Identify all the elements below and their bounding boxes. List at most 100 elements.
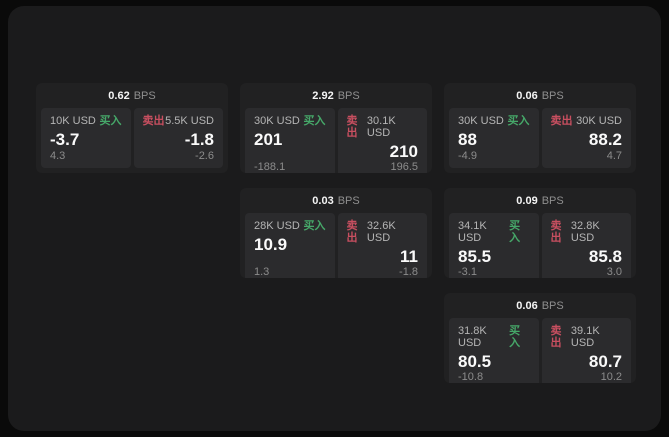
- spread-value: 0.06: [516, 89, 538, 102]
- buy-tile-top: 30K USD 买入: [458, 115, 530, 127]
- buy-label: 买入: [303, 115, 326, 127]
- buy-amount: 28K USD: [254, 220, 300, 232]
- buy-tile[interactable]: 30K USD 买入 201 -188.1: [245, 108, 335, 173]
- buy-amount: 30K USD: [458, 115, 504, 127]
- buy-amount: 10K USD: [50, 115, 96, 127]
- quote-card: 0.03 BPS 28K USD 买入 10.9 1.3 卖出 32.6K US…: [240, 188, 432, 278]
- sell-tile-top: 卖出 32.6K USD: [347, 220, 419, 244]
- sell-tile-top: 卖出 30.1K USD: [347, 115, 419, 139]
- buy-change: -188.1: [254, 161, 286, 173]
- quote-body: 31.8K USD 买入 80.5 -10.8 卖出 39.1K USD 80.…: [444, 315, 636, 383]
- buy-tile-top: 31.8K USD 买入: [458, 325, 530, 349]
- sell-tile[interactable]: 卖出 32.8K USD 85.8 3.0: [541, 213, 631, 278]
- spread-header: 0.62 BPS: [36, 83, 228, 105]
- sell-label: 卖出: [550, 115, 573, 127]
- buy-label: 买入: [509, 220, 521, 244]
- buy-tile-top: 30K USD 买入: [254, 115, 326, 127]
- quote-card: 2.92 BPS 30K USD 买入 201 -188.1 卖出 30.1K …: [240, 83, 432, 173]
- buy-label: 买入: [303, 220, 326, 232]
- sell-label: 卖出: [142, 115, 165, 127]
- buy-label: 买入: [507, 115, 530, 127]
- sell-amount: 30K USD: [576, 115, 622, 127]
- spread-unit: BPS: [337, 89, 360, 102]
- sell-change: 196.5: [390, 161, 418, 173]
- sell-price: 80.7: [588, 352, 622, 371]
- buy-tile[interactable]: 30K USD 买入 88 -4.9: [449, 108, 539, 168]
- main-panel: 0.62 BPS 10K USD 买入 -3.7 4.3 卖出 5.5K USD: [8, 6, 661, 431]
- spread-value: 0.62: [108, 89, 130, 102]
- sell-amount: 5.5K USD: [165, 115, 214, 127]
- buy-amount: 30K USD: [254, 115, 300, 127]
- spread-header: 0.06 BPS: [444, 83, 636, 105]
- buy-tile-top: 34.1K USD 买入: [458, 220, 530, 244]
- quote-body: 30K USD 买入 88 -4.9 卖出 30K USD 88.2 4.7: [444, 105, 636, 173]
- spread-unit: BPS: [541, 89, 564, 102]
- sell-change: 10.2: [600, 371, 622, 383]
- sell-price: 11: [400, 247, 418, 266]
- buy-price: 10.9: [254, 235, 288, 254]
- sell-label: 卖出: [550, 325, 562, 349]
- sell-change: -2.6: [195, 150, 214, 162]
- buy-tile[interactable]: 10K USD 买入 -3.7 4.3: [41, 108, 131, 168]
- buy-change: 1.3: [254, 266, 270, 278]
- quote-body: 28K USD 买入 10.9 1.3 卖出 32.6K USD 11 -1.8: [240, 210, 432, 278]
- quote-body: 30K USD 买入 201 -188.1 卖出 30.1K USD 210 1…: [240, 105, 432, 173]
- spread-header: 0.09 BPS: [444, 188, 636, 210]
- buy-price: 201: [254, 130, 283, 149]
- sell-price: 85.8: [588, 247, 622, 266]
- sell-price: -1.8: [184, 130, 214, 149]
- sell-price: 210: [389, 142, 418, 161]
- sell-amount: 30.1K USD: [366, 115, 396, 139]
- buy-amount: 34.1K USD: [458, 220, 487, 244]
- spread-value: 0.03: [312, 194, 334, 207]
- spread-unit: BPS: [541, 299, 564, 312]
- buy-amount: 31.8K USD: [458, 325, 487, 349]
- buy-tile[interactable]: 34.1K USD 买入 85.5 -3.1: [449, 213, 539, 278]
- buy-change: 4.3: [50, 150, 66, 162]
- quote-body: 34.1K USD 买入 85.5 -3.1 卖出 32.8K USD 85.8…: [444, 210, 636, 278]
- quote-card: 0.06 BPS 31.8K USD 买入 80.5 -10.8 卖出 39.1…: [444, 293, 636, 383]
- buy-change: -4.9: [458, 150, 477, 162]
- sell-change: 3.0: [606, 266, 622, 278]
- buy-change: -3.1: [458, 266, 477, 278]
- buy-tile[interactable]: 31.8K USD 买入 80.5 -10.8: [449, 318, 539, 383]
- buy-tile[interactable]: 28K USD 买入 10.9 1.3: [245, 213, 335, 278]
- sell-amount: 32.6K USD: [366, 220, 396, 244]
- buy-label: 买入: [99, 115, 122, 127]
- quote-body: 10K USD 买入 -3.7 4.3 卖出 5.5K USD -1.8 -2.…: [36, 105, 228, 173]
- sell-tile[interactable]: 卖出 30.1K USD 210 196.5: [337, 108, 427, 173]
- buy-price: 85.5: [458, 247, 492, 266]
- buy-price: -3.7: [50, 130, 80, 149]
- sell-tile[interactable]: 卖出 32.6K USD 11 -1.8: [337, 213, 427, 278]
- sell-label: 卖出: [346, 220, 358, 244]
- quote-card: 0.09 BPS 34.1K USD 买入 85.5 -3.1 卖出 32.8K…: [444, 188, 636, 278]
- sell-tile-top: 卖出 39.1K USD: [551, 325, 623, 349]
- sell-tile[interactable]: 卖出 30K USD 88.2 4.7: [541, 108, 631, 168]
- sell-label: 卖出: [346, 115, 358, 139]
- sell-tile-top: 卖出 5.5K USD: [143, 115, 215, 127]
- spread-unit: BPS: [133, 89, 156, 102]
- buy-price: 88: [458, 130, 477, 149]
- sell-tile[interactable]: 卖出 5.5K USD -1.8 -2.6: [133, 108, 223, 168]
- spread-header: 0.06 BPS: [444, 293, 636, 315]
- spread-header: 2.92 BPS: [240, 83, 432, 105]
- sell-tile-top: 卖出 32.8K USD: [551, 220, 623, 244]
- sell-price: 88.2: [588, 130, 622, 149]
- buy-tile-top: 10K USD 买入: [50, 115, 122, 127]
- sell-change: 4.7: [606, 150, 622, 162]
- spread-header: 0.03 BPS: [240, 188, 432, 210]
- spread-value: 2.92: [312, 89, 334, 102]
- quote-card: 0.62 BPS 10K USD 买入 -3.7 4.3 卖出 5.5K USD: [36, 83, 228, 173]
- sell-amount: 39.1K USD: [570, 325, 600, 349]
- spread-value: 0.09: [516, 194, 538, 207]
- sell-tile-top: 卖出 30K USD: [551, 115, 623, 127]
- buy-label: 买入: [509, 325, 521, 349]
- spread-value: 0.06: [516, 299, 538, 312]
- buy-price: 80.5: [458, 352, 492, 371]
- buy-tile-top: 28K USD 买入: [254, 220, 326, 232]
- quote-card-grid: 0.62 BPS 10K USD 买入 -3.7 4.3 卖出 5.5K USD: [36, 83, 636, 383]
- sell-amount: 32.8K USD: [570, 220, 600, 244]
- sell-tile[interactable]: 卖出 39.1K USD 80.7 10.2: [541, 318, 631, 383]
- sell-change: -1.8: [399, 266, 418, 278]
- sell-label: 卖出: [550, 220, 562, 244]
